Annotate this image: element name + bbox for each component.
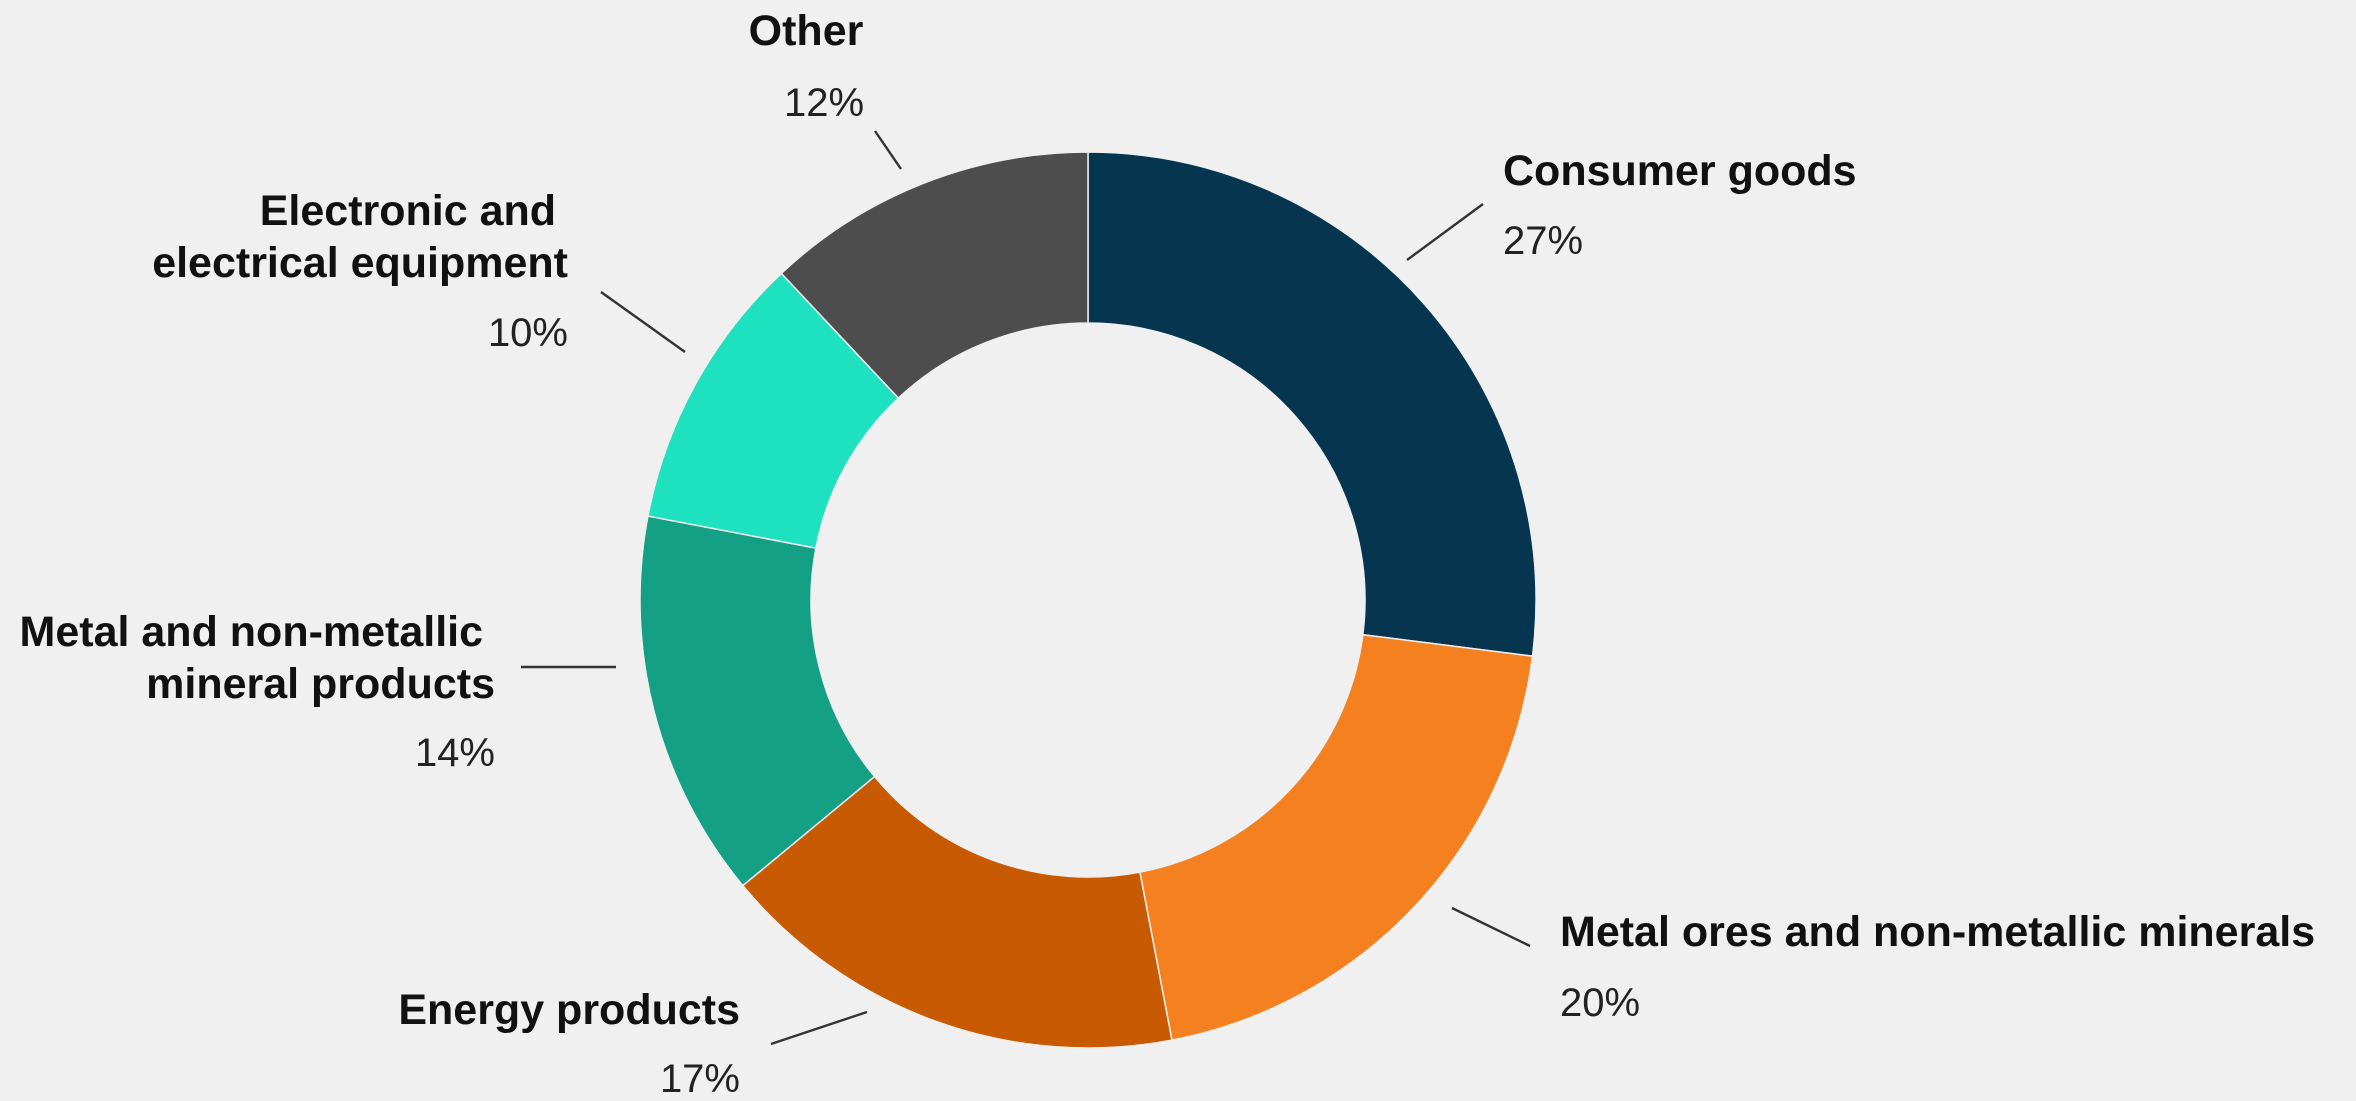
slice-label-energy-products: Energy products [398, 986, 740, 1034]
leader-line-other [874, 130, 902, 170]
slice-value-energy-products: 17% [660, 1057, 740, 1101]
leader-line-metal-ores [1451, 906, 1531, 948]
slice-label-consumer-goods: Consumer goods [1503, 147, 1857, 195]
donut-slices [639, 151, 1537, 1049]
slice-energy-products [741, 775, 1173, 1049]
leader-line-electronic-equipment [600, 291, 686, 353]
leader-line-consumer-goods [1406, 203, 1484, 261]
leader-line-energy-products [770, 1010, 868, 1046]
slice-value-other: 12% [784, 81, 864, 125]
slice-other [780, 151, 1089, 400]
slice-label-electronic-equipment: Electronic and electrical equipment [152, 187, 568, 287]
slice-label-other: Other [749, 7, 864, 55]
slice-value-metal-ores: 20% [1560, 981, 1640, 1025]
slice-value-metal-products: 14% [415, 731, 495, 775]
slice-metal-ores-and-non-metallic-minerals [1139, 633, 1534, 1041]
slice-value-electronic-equipment: 10% [488, 311, 568, 355]
slice-consumer-goods [1087, 151, 1537, 657]
slice-value-consumer-goods: 27% [1503, 219, 1583, 263]
slice-label-metal-ores: Metal ores and non-metallic minerals [1560, 908, 2315, 956]
slice-label-metal-products: Metal and non-metallic mineral products [20, 608, 495, 708]
slice-metal-and-non-metallic-mineral-products [639, 515, 876, 887]
